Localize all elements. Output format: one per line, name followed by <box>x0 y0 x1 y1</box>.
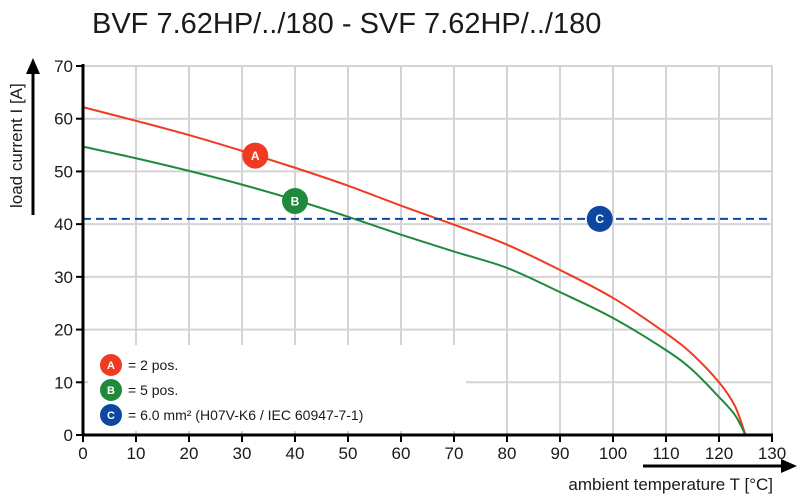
legend-marker-b-label: B <box>107 385 115 397</box>
x-tick-label: 110 <box>652 444 679 463</box>
chart-title: BVF 7.62HP/../180 - SVF 7.62HP/../180 <box>92 8 602 40</box>
x-axis-label: ambient temperature T [°C] <box>568 475 773 494</box>
legend-marker-a-label: A <box>107 360 115 372</box>
marker-c-circle <box>586 205 613 232</box>
x-tick-label: 80 <box>498 444 517 463</box>
legend-text-c: = 6.0 mm² (H07V-K6 / IEC 60947-7-1) <box>128 407 363 423</box>
series-line-b <box>82 145 747 436</box>
x-axis-arrowhead <box>781 459 797 473</box>
grid <box>83 65 773 435</box>
y-tick-label: 70 <box>54 57 73 76</box>
legend-marker-b-circle <box>100 379 122 401</box>
y-tick-label: 0 <box>64 426 73 445</box>
x-tick-label: 130 <box>758 444 786 463</box>
y-axis-arrowhead <box>26 58 40 74</box>
marker-b-circle <box>282 187 308 214</box>
marker-a-label: A <box>251 149 260 163</box>
x-tick-label: 50 <box>339 444 358 463</box>
y-tick-label: 30 <box>54 268 73 287</box>
y-axis-label: load current I [A] <box>7 83 26 208</box>
x-tick-label: 20 <box>180 444 199 463</box>
y-tick-label: 40 <box>54 215 73 234</box>
x-tick-label: 30 <box>233 444 252 463</box>
legend-text-b: = 5 pos. <box>128 382 178 398</box>
x-tick-label: 90 <box>551 444 570 463</box>
x-tick-label: 40 <box>286 444 305 463</box>
legend-text-a: = 2 pos. <box>128 357 178 373</box>
marker-c-label: C <box>595 212 604 226</box>
series-line-a <box>82 106 747 436</box>
x-tick-label: 70 <box>445 444 464 463</box>
x-tick-label: 120 <box>705 444 733 463</box>
marker-b-label: B <box>291 194 300 208</box>
legend: A = 2 pos. B = 5 pos. C = 6.0 mm² (H07V-K6 / … <box>100 354 363 426</box>
legend-background <box>88 345 466 431</box>
legend-marker-c-label: C <box>107 410 115 422</box>
axes: 0 10 20 30 40 50 60 70 80 90 100 110 120 130 0 10 20 30 40… <box>54 57 786 463</box>
y-tick-label: 60 <box>54 110 73 129</box>
x-tick-label: 60 <box>392 444 411 463</box>
marker-a-circle <box>242 142 269 169</box>
y-tick-label: 10 <box>54 373 73 392</box>
x-tick-label: 0 <box>78 444 87 463</box>
x-tick-label: 10 <box>127 444 146 463</box>
y-tick-label: 20 <box>54 321 73 340</box>
legend-marker-c-circle <box>100 404 122 426</box>
plot-area: A B C <box>82 106 772 436</box>
x-tick-label: 100 <box>599 444 627 463</box>
y-tick-label: 50 <box>54 162 73 181</box>
legend-marker-a-circle <box>100 354 122 376</box>
